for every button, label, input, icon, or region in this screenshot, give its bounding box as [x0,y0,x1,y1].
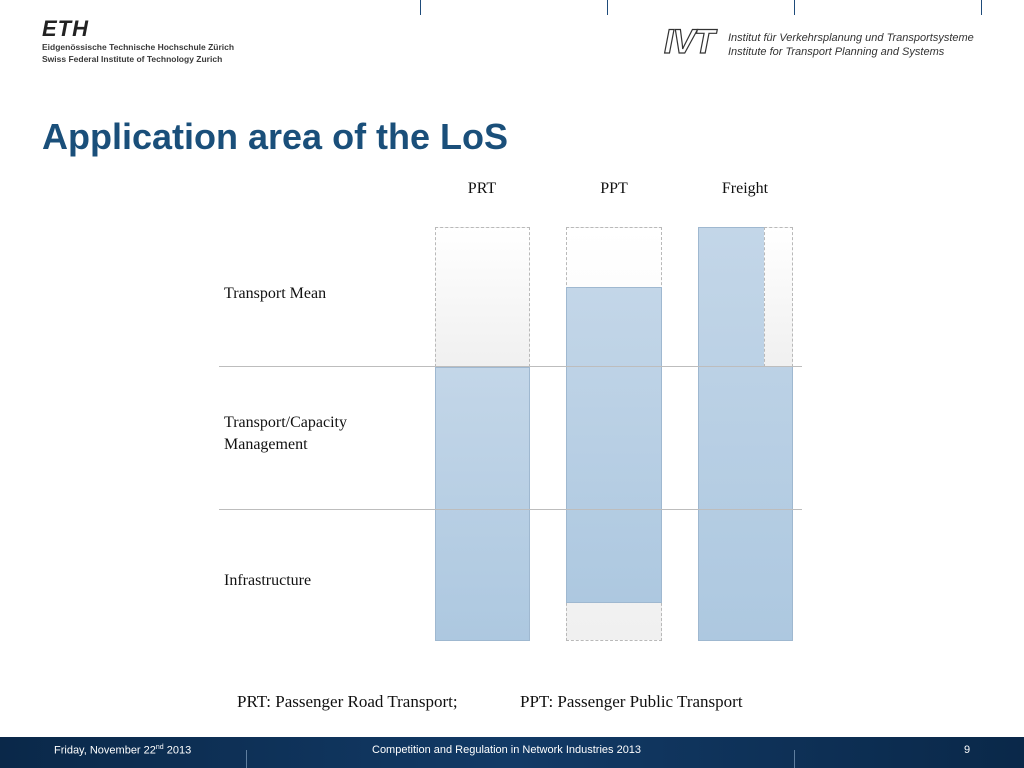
eth-logo: ETH [42,16,89,41]
row-label-capacity-management: Transport/Capacity Management [224,412,347,456]
footer-date-year: 2013 [166,744,192,757]
column-header-prt: PRT [467,180,497,197]
footnote-prt: PRT: Passenger Road Transport; [237,692,458,711]
footer-course: Competition and Regulation in Network In… [372,744,642,756]
footnote-ppt: PPT: Passenger Public Transport [520,692,743,711]
footer-bar [0,737,1024,768]
freight-partial-cell [764,227,793,367]
ivt-logo: IVT [663,23,715,61]
header-divider [981,0,982,15]
column-header-freight: Freight [721,180,769,197]
header-divider [607,0,608,15]
ivt-name-de: Institut für Verkehrsplanung und Transpo… [728,32,974,44]
footer-divider [794,750,795,768]
footer-divider [246,750,247,768]
row-divider [219,509,802,510]
row-label-line: Management [224,436,308,453]
prt-applied-bar [435,367,530,641]
ivt-name-en: Institute for Transport Planning and Sys… [728,46,945,58]
eth-name-en: Swiss Federal Institute of Technology Zu… [42,54,223,64]
footer-date-text: Friday, November 22 [54,744,156,757]
eth-name-de: Eidgenössische Technische Hochschule Zür… [42,42,235,52]
row-label-line: Infrastructure [224,572,312,589]
page-title: Application area of the LoS [42,116,509,157]
prt-transport-mean-cell [435,227,530,367]
ppt-applied-bar [566,287,662,603]
page-number: 9 [964,744,971,756]
row-divider [219,366,802,367]
row-label-line: Transport/Capacity [224,414,347,431]
row-label-infrastructure: Infrastructure [224,570,311,592]
header-divider [794,0,795,15]
column-header-ppt: PPT [600,180,628,197]
row-label-line: Transport Mean [224,285,327,302]
footer-date-suffix: nd [155,744,164,751]
footer-date: Friday, November 22nd 2013 [54,744,191,757]
row-label-transport-mean: Transport Mean [224,283,326,305]
header-divider [420,0,421,15]
